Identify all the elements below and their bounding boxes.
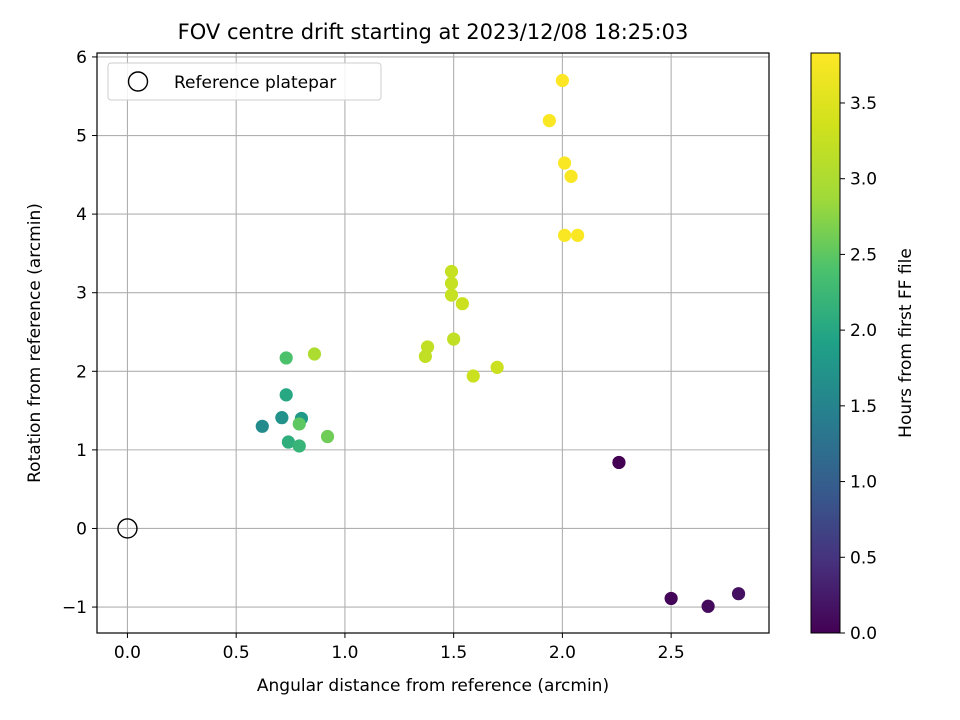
scatter-points — [255, 73, 746, 613]
colorbar-axis: 0.0 0.5 1.0 1.5 2.0 2.5 3.0 3.5 — [840, 94, 877, 644]
y-tick-label: −1 — [62, 598, 87, 618]
y-tick-label: 2 — [76, 362, 87, 382]
scatter-point — [255, 419, 269, 433]
scatter-point — [320, 429, 335, 444]
scatter-point — [281, 435, 295, 449]
x-tick-label: 2.5 — [658, 643, 685, 663]
scatter-point — [275, 411, 289, 425]
reference-platepar-point — [117, 518, 138, 539]
legend-label: Reference platepar — [174, 73, 336, 93]
scatter-point — [444, 288, 459, 302]
reference-marker-layer — [117, 518, 138, 539]
scatter-point — [542, 113, 556, 128]
x-axis: 0.0 0.5 1.0 1.5 2.0 2.5 — [114, 633, 685, 663]
colorbar-tick-label: 2.5 — [850, 245, 877, 265]
colorbar-tick-label: 3.0 — [850, 170, 877, 190]
scatter-point — [292, 417, 306, 431]
scatter-point — [490, 360, 504, 374]
x-tick-label: 0.0 — [114, 643, 141, 663]
scatter-point — [555, 73, 569, 88]
scatter-point — [292, 439, 306, 453]
legend-box — [107, 62, 382, 101]
colorbar-label: Hours from first FF file — [896, 248, 916, 438]
scatter-point — [447, 332, 461, 346]
x-tick-label: 0.5 — [223, 643, 250, 663]
colorbar-tick-label: 1.5 — [850, 397, 877, 417]
y-tick-label: 3 — [76, 284, 87, 304]
y-axis-title: Rotation from reference (arcmin) — [25, 203, 45, 483]
colorbar-tick-label: 0.0 — [850, 624, 877, 644]
y-axis: −1 0 1 2 3 4 5 6 — [62, 48, 97, 618]
y-tick-label: 4 — [76, 205, 87, 225]
scatter-point — [444, 264, 459, 279]
scatter-point — [701, 599, 715, 613]
colorbar-tick-label: 2.0 — [850, 321, 877, 341]
y-tick-label: 1 — [76, 441, 87, 461]
x-tick-label: 2.0 — [549, 643, 576, 663]
plot-frame — [96, 52, 770, 634]
scatter-point — [557, 156, 572, 170]
scatter-point — [279, 388, 293, 402]
scatter-point — [664, 591, 678, 606]
x-axis-title: Angular distance from reference (arcmin) — [257, 676, 609, 696]
legend-marker-circle-icon — [127, 71, 149, 92]
colorbar — [810, 52, 841, 634]
scatter-point — [444, 276, 459, 290]
scatter-point — [612, 455, 626, 470]
scatter-point — [571, 228, 585, 242]
scatter-point — [466, 369, 480, 383]
scatter-point — [557, 228, 572, 242]
scatter-point — [731, 587, 746, 601]
colorbar-tick-label: 1.0 — [850, 473, 877, 493]
y-tick-label: 6 — [76, 48, 87, 68]
legend: Reference platepar — [107, 62, 382, 101]
scatter-point — [279, 351, 293, 365]
x-tick-label: 1.0 — [331, 643, 358, 663]
scatter-point — [307, 347, 322, 361]
grid — [97, 53, 769, 633]
colorbar-tick-label: 3.5 — [850, 94, 877, 114]
colorbar-tick-label: 0.5 — [850, 548, 877, 568]
x-tick-label: 1.5 — [440, 643, 467, 663]
scatter-point — [564, 169, 578, 183]
chart-title: FOV centre drift starting at 2023/12/08 … — [178, 20, 689, 44]
y-tick-label: 0 — [76, 519, 87, 539]
scatter-point — [418, 349, 432, 363]
y-tick-label: 5 — [76, 127, 87, 147]
scatter-point — [455, 297, 469, 311]
